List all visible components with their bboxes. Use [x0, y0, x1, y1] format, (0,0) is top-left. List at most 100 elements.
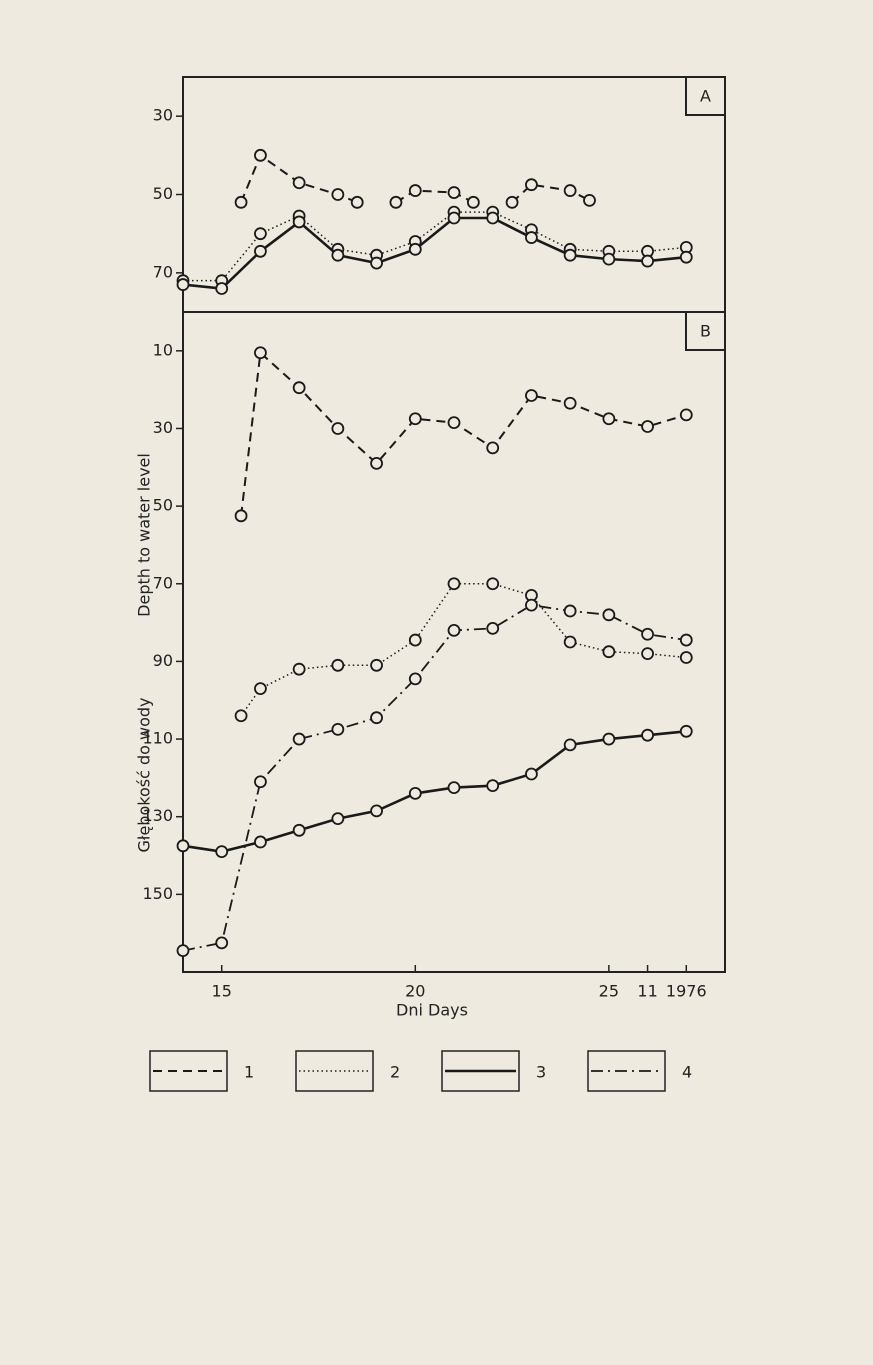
- data-point: [602, 412, 616, 426]
- data-point: [505, 195, 519, 209]
- data-point: [679, 724, 693, 738]
- data-point: [254, 346, 267, 360]
- data-point: [602, 608, 616, 622]
- data-point: [234, 195, 248, 209]
- y-tick-label: 70: [153, 573, 173, 592]
- data-point: [292, 176, 306, 190]
- data-point: [447, 781, 461, 794]
- data-point: [602, 645, 616, 659]
- data-point: [331, 812, 345, 826]
- x-tick-label: 1976: [666, 982, 707, 1001]
- legend-label: 3: [536, 1063, 546, 1082]
- data-point: [176, 839, 190, 853]
- legend-box: [149, 1050, 228, 1092]
- data-point: [679, 651, 693, 664]
- legend-label: 1: [244, 1063, 254, 1082]
- data-point: [679, 408, 693, 422]
- data-point: [447, 211, 461, 225]
- data-point: [486, 622, 500, 635]
- data-point: [254, 227, 267, 241]
- data-point: [486, 577, 500, 591]
- data-point: [563, 248, 577, 262]
- data-point: [563, 738, 577, 752]
- data-point: [486, 441, 500, 455]
- data-point: [486, 211, 500, 225]
- data-point: [466, 195, 480, 209]
- series-line: [183, 211, 687, 282]
- data-point: [447, 416, 461, 430]
- data-point: [583, 193, 596, 207]
- data-point: [234, 709, 248, 723]
- data-point: [370, 457, 383, 470]
- data-point: [641, 254, 654, 268]
- data-point: [331, 722, 345, 736]
- data-point: [176, 944, 190, 958]
- data-point: [215, 845, 229, 859]
- data-point: [176, 278, 190, 291]
- data-point: [641, 647, 654, 661]
- data-point: [331, 422, 345, 435]
- x-tick-label: 15: [212, 982, 232, 1001]
- data-point: [563, 184, 577, 197]
- data-point: [234, 509, 248, 523]
- legend-box: [295, 1050, 374, 1092]
- data-point: [486, 779, 500, 793]
- data-point: [525, 767, 538, 781]
- data-point: [408, 412, 422, 426]
- data-point: [563, 396, 577, 410]
- data-point: [331, 248, 345, 262]
- data-point: [525, 389, 538, 402]
- y-tick-label: 90: [153, 651, 173, 670]
- data-point: [525, 231, 538, 244]
- data-point: [331, 188, 345, 201]
- data-point: [254, 682, 267, 695]
- data-point: [215, 936, 229, 950]
- data-point: [679, 250, 693, 264]
- x-axis-label: Dni Days: [396, 1001, 468, 1020]
- y-tick-label: 50: [153, 184, 173, 203]
- data-point: [292, 215, 306, 229]
- data-point: [602, 732, 616, 746]
- x-tick-label: 20: [405, 982, 425, 1001]
- data-point: [254, 244, 267, 258]
- data-point: [254, 148, 267, 162]
- data-point: [292, 732, 306, 746]
- data-point: [370, 711, 383, 725]
- x-tick-label: 25: [599, 982, 619, 1001]
- data-point: [447, 186, 461, 199]
- data-point: [447, 577, 461, 591]
- data-point: [292, 381, 306, 395]
- series-line: [182, 730, 687, 853]
- data-point: [350, 195, 364, 209]
- y-tick-label: 110: [142, 729, 173, 748]
- y-axis-label: Głębokość do wody: [135, 698, 154, 853]
- data-point: [331, 658, 345, 672]
- data-point: [408, 633, 422, 647]
- data-point: [408, 672, 422, 686]
- data-point: [370, 658, 383, 672]
- data-point: [370, 256, 383, 270]
- data-point: [292, 823, 306, 837]
- y-axis-label: Depth to water level: [135, 453, 154, 617]
- data-point: [641, 420, 654, 433]
- data-point: [408, 184, 422, 197]
- data-point: [602, 252, 616, 266]
- data-point: [641, 627, 654, 641]
- y-tick-label: 50: [153, 496, 173, 515]
- data-point: [525, 598, 538, 612]
- y-tick-label: 10: [153, 340, 173, 359]
- y-tick-label: 130: [142, 806, 173, 825]
- y-tick-label: 150: [142, 884, 173, 903]
- legend-box: [441, 1050, 520, 1092]
- data-point: [254, 775, 267, 789]
- y-tick-label: 30: [153, 418, 173, 437]
- y-tick-label: 70: [153, 262, 173, 281]
- data-point: [563, 635, 577, 649]
- data-point: [370, 804, 383, 818]
- data-point: [254, 835, 267, 849]
- data-point: [447, 623, 461, 637]
- x-tick-label: 11: [637, 982, 657, 1001]
- y-tick-label: 30: [153, 106, 173, 125]
- data-point: [679, 633, 693, 647]
